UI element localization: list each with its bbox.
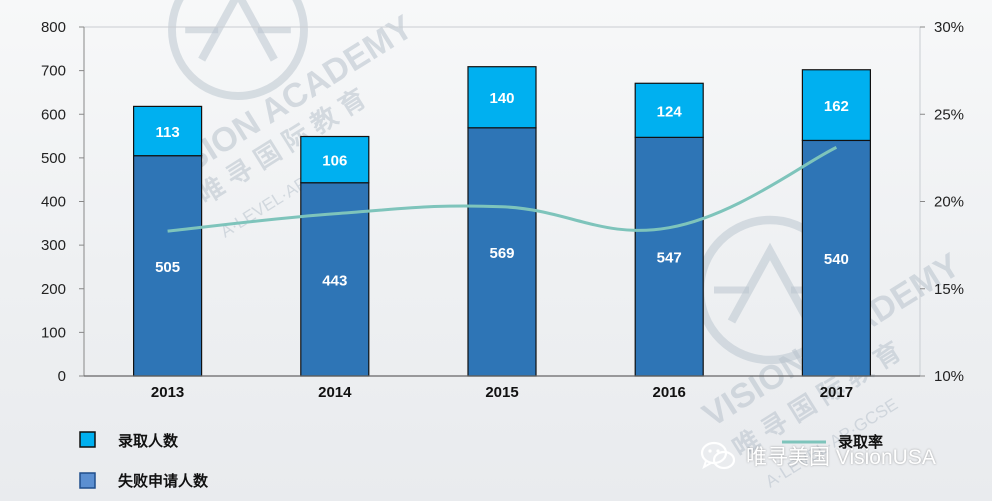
- watermark-logo-a: [727, 242, 813, 324]
- data-label-failed: 540: [824, 251, 849, 268]
- bar-labels: 505 113 443 106 569 140 547 124 540 162: [155, 90, 849, 289]
- data-label-failed: 505: [155, 259, 180, 276]
- bar-failed: [634, 136, 704, 377]
- data-label-failed: 569: [489, 245, 514, 262]
- bar-admitted: [300, 135, 370, 184]
- x-tick-label: 2013: [151, 384, 184, 401]
- x-tick-label: 2015: [485, 384, 518, 401]
- legend-swatch-failed: [79, 472, 96, 489]
- y-axis: 0 100 200 300 400 500 600 700 800: [41, 19, 85, 385]
- y-tick-label: 300: [41, 237, 66, 254]
- wechat-icon: [700, 441, 736, 470]
- data-label-failed: 547: [657, 250, 682, 267]
- bar-admitted: [467, 66, 537, 129]
- data-label-failed: 443: [322, 272, 347, 289]
- data-label-admitted: 106: [322, 153, 347, 170]
- y-tick-label: 200: [41, 281, 66, 298]
- y2-tick-label: 25%: [934, 106, 964, 123]
- legend-label-failed: 失败申请人数: [118, 472, 209, 490]
- bar-failed: [801, 139, 872, 377]
- bars: [133, 66, 872, 377]
- x-axis: 2013 2014 2015 2016 2017: [84, 375, 920, 401]
- rate-line: [167, 146, 838, 233]
- y2-tick-label: 10%: [934, 368, 964, 385]
- y2-tick-label: 20%: [934, 194, 964, 211]
- bar-failed: [133, 155, 203, 377]
- data-label-admitted: 113: [155, 124, 179, 141]
- legend-label-rate: 录取率: [838, 433, 883, 451]
- y2-axis: 10% 15% 20% 25% 30%: [920, 19, 964, 385]
- x-tick-label: 2014: [318, 384, 352, 401]
- bar-failed: [467, 127, 537, 377]
- footer-text: 唯寻美国 VisionUSA: [746, 446, 936, 469]
- y-tick-label: 0: [58, 368, 66, 385]
- bar-admitted: [133, 105, 203, 157]
- footer: 唯寻美国 VisionUSA: [700, 440, 936, 472]
- y-tick-label: 500: [41, 150, 66, 167]
- bar-admitted: [801, 69, 872, 142]
- y-tick-label: 800: [41, 19, 66, 36]
- y-tick-label: 600: [41, 106, 66, 123]
- watermark-logo-a: [198, 0, 278, 62]
- watermark-logo-ring: [168, 0, 308, 100]
- y-tick-label: 100: [41, 324, 66, 341]
- y-tick-label: 700: [41, 63, 66, 80]
- x-tick-label: 2017: [820, 384, 853, 401]
- y2-tick-label: 15%: [934, 281, 964, 298]
- data-label-admitted: 162: [824, 98, 849, 115]
- y-tick-label: 400: [41, 194, 66, 211]
- y2-tick-label: 30%: [934, 19, 964, 36]
- bar-admitted: [634, 82, 704, 138]
- data-label-admitted: 124: [657, 103, 683, 120]
- legend-label-admitted: 录取人数: [118, 432, 179, 450]
- rate-line-path: [167, 146, 838, 233]
- legend-swatch-admitted: [79, 431, 96, 448]
- x-tick-label: 2016: [653, 384, 686, 401]
- data-label-admitted: 140: [489, 90, 514, 107]
